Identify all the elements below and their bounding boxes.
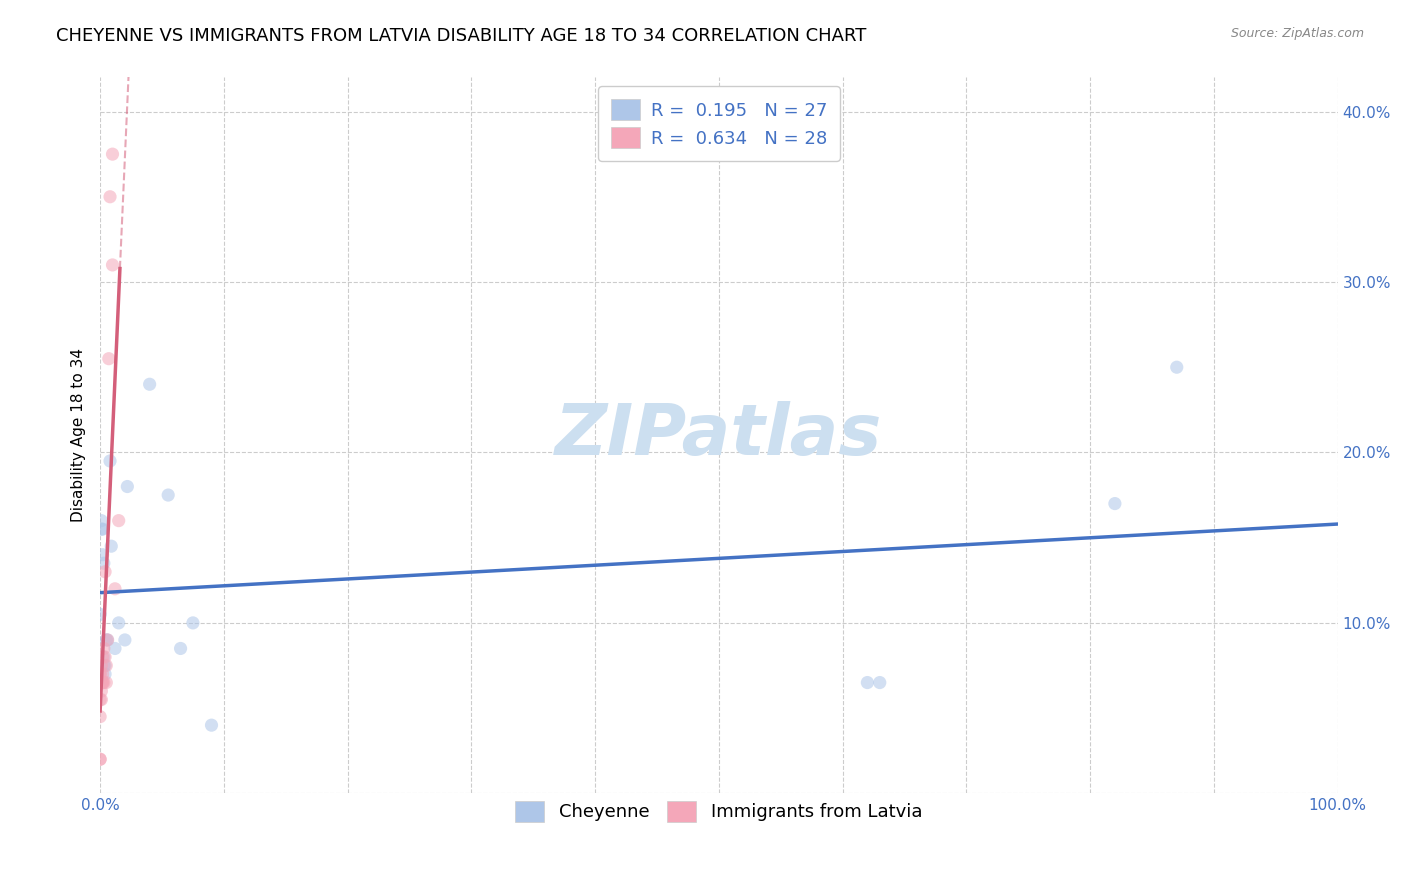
Point <box>169 641 191 656</box>
Point <box>94 667 117 681</box>
Point <box>96 632 118 647</box>
Point <box>93 658 115 673</box>
Point <box>90 692 112 706</box>
Text: ZIPatlas: ZIPatlas <box>555 401 883 470</box>
Point <box>90 514 112 528</box>
Point <box>90 522 112 536</box>
Point <box>94 658 117 673</box>
Point <box>107 514 129 528</box>
Point <box>89 752 111 766</box>
Point <box>89 607 111 622</box>
Point <box>869 675 891 690</box>
Point <box>93 641 115 656</box>
Point <box>91 548 114 562</box>
Point <box>93 556 115 570</box>
Point <box>91 650 114 665</box>
Point <box>107 615 129 630</box>
Point <box>90 684 112 698</box>
Y-axis label: Disability Age 18 to 34: Disability Age 18 to 34 <box>72 349 86 523</box>
Point <box>100 539 122 553</box>
Point <box>1166 360 1188 375</box>
Point <box>90 658 112 673</box>
Point <box>93 675 115 690</box>
Point <box>90 675 112 690</box>
Point <box>91 675 114 690</box>
Legend: Cheyenne, Immigrants from Latvia: Cheyenne, Immigrants from Latvia <box>503 789 935 834</box>
Point <box>157 488 180 502</box>
Point <box>91 675 114 690</box>
Text: Source: ZipAtlas.com: Source: ZipAtlas.com <box>1230 27 1364 40</box>
Point <box>104 582 127 596</box>
Point <box>98 190 121 204</box>
Point <box>96 632 118 647</box>
Point <box>89 709 111 723</box>
Point <box>89 667 111 681</box>
Point <box>94 650 117 665</box>
Point <box>93 650 115 665</box>
Point <box>101 147 124 161</box>
Point <box>200 718 222 732</box>
Point <box>89 692 111 706</box>
Point <box>91 667 114 681</box>
Point <box>104 641 127 656</box>
Point <box>98 454 121 468</box>
Point <box>96 632 118 647</box>
Point <box>91 522 114 536</box>
Point <box>97 351 120 366</box>
Point <box>138 377 160 392</box>
Point <box>96 658 118 673</box>
Point <box>856 675 879 690</box>
Point <box>89 667 111 681</box>
Point <box>117 479 139 493</box>
Point <box>94 565 117 579</box>
Point <box>96 675 118 690</box>
Point <box>101 258 124 272</box>
Point <box>1104 497 1126 511</box>
Point <box>181 615 204 630</box>
Point <box>89 675 111 690</box>
Text: CHEYENNE VS IMMIGRANTS FROM LATVIA DISABILITY AGE 18 TO 34 CORRELATION CHART: CHEYENNE VS IMMIGRANTS FROM LATVIA DISAB… <box>56 27 866 45</box>
Point <box>89 752 111 766</box>
Point <box>114 632 136 647</box>
